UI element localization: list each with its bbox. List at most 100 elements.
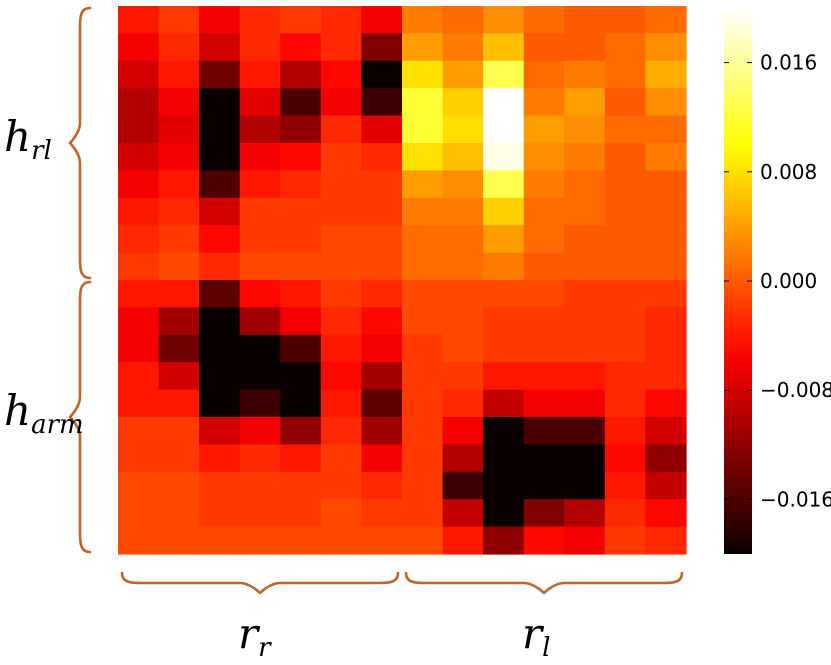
heatmap-cell (239, 334, 281, 363)
heatmap-cell (361, 526, 403, 555)
heatmap-cell (442, 33, 484, 62)
heatmap-cell (604, 170, 647, 199)
heatmap-cell (645, 471, 687, 500)
heatmap-cell (645, 197, 687, 226)
group-labels: hrl harm rr rl (4, 112, 550, 663)
heatmap-cell (239, 88, 281, 117)
heatmap-cell (483, 197, 525, 226)
heatmap-cell (199, 60, 241, 89)
heatmap-cell (402, 88, 444, 117)
heatmap-cell (483, 60, 525, 89)
heatmap-cell (320, 170, 363, 199)
heatmap-cell (280, 6, 322, 34)
heatmap-cell (118, 280, 160, 308)
heatmap-cell (645, 115, 687, 144)
heatmap-cell (320, 115, 363, 144)
heatmap-cell (199, 170, 241, 199)
heatmap-cell (199, 6, 241, 34)
heatmap-cell (402, 526, 444, 555)
heatmap-cell (280, 362, 322, 391)
heatmap-cell (523, 143, 565, 171)
heatmap-cell (483, 362, 525, 391)
heatmap-cell (523, 33, 565, 62)
heatmap-cell (645, 362, 687, 391)
heatmap-cell (645, 60, 687, 89)
heatmap-cell (402, 471, 444, 500)
group-label: hrl (4, 112, 52, 166)
heatmap-cell (402, 60, 444, 89)
heatmap-cell (442, 444, 484, 473)
heatmap-cell (239, 499, 281, 528)
heatmap-cell (604, 115, 647, 144)
heatmap-cell (604, 334, 647, 363)
heatmap-cell (402, 417, 444, 445)
heatmap-cell (523, 389, 565, 418)
heatmap-cell (118, 389, 160, 418)
heatmap-cell (442, 60, 484, 89)
heatmap-cell (280, 197, 322, 226)
heatmap-cell (402, 197, 444, 226)
heatmap-cell (158, 417, 200, 445)
heatmap-cell (483, 170, 525, 199)
heatmap-cell (320, 389, 363, 418)
heatmap-cell (320, 6, 363, 34)
heatmap-cell (118, 197, 160, 226)
heatmap-cell (523, 307, 565, 336)
heatmap-cell (118, 225, 160, 254)
heatmap-cell (361, 252, 403, 281)
heatmap-cell (158, 115, 200, 144)
heatmap-cell (158, 60, 200, 89)
heatmap-cell (320, 88, 363, 117)
heatmap-cell (604, 526, 647, 555)
heatmap-cell (604, 143, 647, 171)
heatmap-cell (564, 6, 606, 34)
heatmap-cell (523, 334, 565, 363)
heatmap-cell (158, 88, 200, 117)
heatmap-cell (523, 88, 565, 117)
heatmap-cell (483, 88, 525, 117)
heatmap-cell (564, 170, 606, 199)
heatmap-cell (564, 60, 606, 89)
heatmap-cell (361, 389, 403, 418)
heatmap-cell (158, 526, 200, 555)
heatmap-cell (523, 197, 565, 226)
heatmap-cell (523, 499, 565, 528)
heatmap-cell (402, 115, 444, 144)
group-label: rl (522, 609, 550, 663)
heatmap-cell (280, 170, 322, 199)
heatmap-cell (239, 33, 281, 62)
heatmap-cell (483, 389, 525, 418)
heatmap-cell (361, 6, 403, 34)
heatmap-cell (239, 197, 281, 226)
heatmap-cell (442, 499, 484, 528)
heatmap-cell (564, 280, 606, 308)
heatmap-cell (483, 334, 525, 363)
heatmap-cell (320, 33, 363, 62)
heatmap-cell (604, 6, 647, 34)
heatmap-cell (158, 143, 200, 171)
heatmap-cell (320, 280, 363, 308)
heatmap-cell (320, 197, 363, 226)
group-label: rr (238, 609, 272, 663)
heatmap-cell (199, 115, 241, 144)
heatmap-cell (645, 33, 687, 62)
heatmap-cell (280, 252, 322, 281)
heatmap-cell (564, 115, 606, 144)
heatmap-cell (280, 526, 322, 555)
col-group-brace (120, 571, 400, 595)
heatmap-cell (645, 389, 687, 418)
heatmap-cell (199, 389, 241, 418)
heatmap-cell (442, 307, 484, 336)
heatmap-cell (483, 417, 525, 445)
heatmap-cell (280, 280, 322, 308)
heatmap-cell (564, 334, 606, 363)
heatmap-cell (320, 362, 363, 391)
heatmap-cell (199, 499, 241, 528)
heatmap-cell (523, 252, 565, 281)
heatmap-cell (118, 143, 160, 171)
heatmap-cell (361, 115, 403, 144)
heatmap-cell (239, 60, 281, 89)
heatmap-cell (645, 170, 687, 199)
heatmap-cell (604, 88, 647, 117)
heatmap-cell (564, 444, 606, 473)
